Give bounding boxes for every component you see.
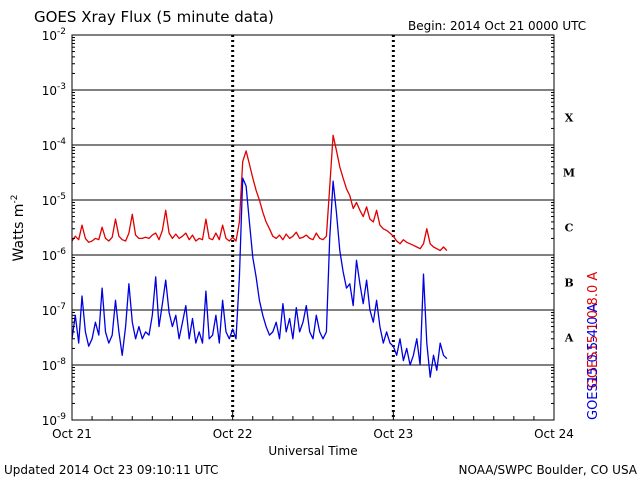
y-axis-label-exponent: -2 (10, 195, 20, 204)
y-tick-label: 10-2 (42, 27, 66, 43)
flare-class-label: B (564, 277, 573, 290)
gridlines (72, 35, 554, 420)
x-tick-label: Oct 23 (373, 427, 413, 441)
begin-label: Begin: 2014 Oct 21 0000 UTC (408, 19, 586, 33)
flare-class-label: M (563, 167, 575, 180)
y-tick-base: 10 (42, 139, 57, 153)
y-tick-exponent: -8 (57, 357, 66, 367)
y-tick-exponent: -2 (57, 27, 66, 37)
data-series (71, 134, 448, 378)
y-tick-base: 10 (42, 249, 57, 263)
y-tick-label: 10-8 (42, 357, 67, 373)
y-tick-base: 10 (42, 29, 57, 43)
x-tick-label: Oct 21 (52, 427, 92, 441)
y-tick-base: 10 (42, 194, 57, 208)
y-tick-exponent: -4 (57, 137, 66, 147)
y-tick-exponent: -5 (57, 192, 66, 202)
y-tick-label: 10-9 (42, 412, 67, 428)
y-tick-exponent: -6 (57, 247, 66, 257)
y-axis-label-text: Watts m (11, 204, 27, 262)
y-tick-base: 10 (42, 84, 57, 98)
flare-class-label: X (565, 112, 574, 125)
chart-title: GOES Xray Flux (5 minute data) (34, 8, 274, 26)
y-tick-base: 10 (42, 304, 57, 318)
series-line-long-channel (71, 134, 448, 252)
y-tick-exponent: -3 (57, 82, 66, 92)
y-tick-exponent: -7 (57, 302, 66, 312)
y-axis-label: Watts m-2 (10, 195, 27, 262)
series-line-short-channel (71, 177, 448, 378)
flare-class-labels: A B C M X (563, 112, 575, 345)
updated-timestamp: Updated 2014 Oct 23 09:10:11 UTC (4, 463, 218, 477)
x-tick-label: Oct 22 (213, 427, 253, 441)
x-axis-ticks: Oct 21 Oct 22 Oct 23 Oct 24 (52, 412, 574, 441)
legend-entry-long: GOES15 1.0-8.0 A (586, 272, 601, 389)
legend-entry-short: GOES15 0.5-4.0 A (586, 303, 601, 420)
x-tick-label: Oct 24 (534, 427, 574, 441)
y-axis-ticks: 10-910-810-710-610-510-410-310-2 (42, 27, 554, 428)
y-tick-label: 10-5 (42, 192, 66, 208)
y-tick-base: 10 (42, 359, 57, 373)
y-tick-label: 10-4 (42, 137, 67, 153)
credit-label: NOAA/SWPC Boulder, CO USA (459, 463, 638, 477)
x-axis-label: Universal Time (268, 444, 357, 458)
y-tick-base: 10 (42, 414, 57, 428)
y-tick-label: 10-6 (42, 247, 67, 263)
y-tick-label: 10-7 (42, 302, 66, 318)
plot-frame (71, 34, 555, 421)
flare-class-label: A (564, 332, 574, 345)
y-tick-exponent: -9 (57, 412, 66, 422)
y-tick-label: 10-3 (42, 82, 66, 98)
flare-class-label: C (565, 222, 574, 235)
